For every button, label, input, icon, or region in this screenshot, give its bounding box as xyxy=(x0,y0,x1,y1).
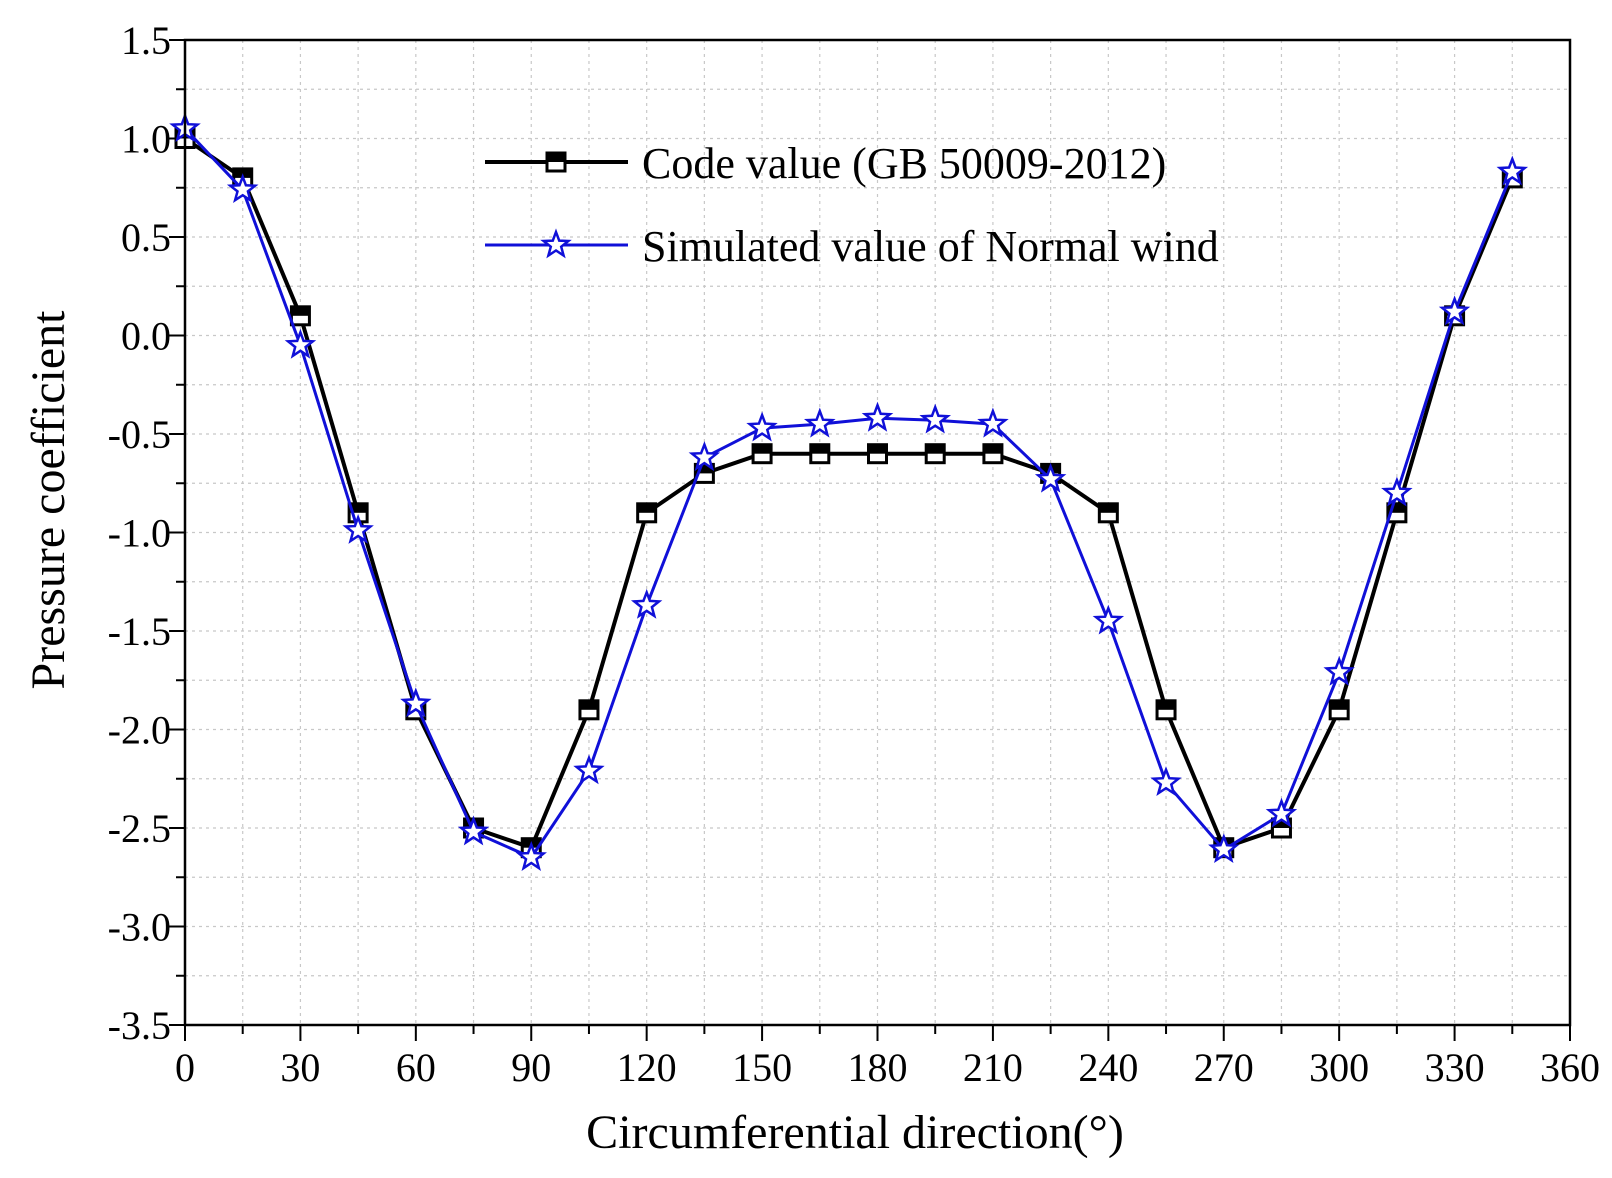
data-point-simulated xyxy=(1034,462,1067,493)
data-point-simulated xyxy=(1092,604,1125,635)
y-tick-label: -3.5 xyxy=(108,1003,171,1048)
series-line-simulated xyxy=(183,127,1514,859)
data-point-simulated xyxy=(226,173,259,204)
data-point-simulated xyxy=(515,840,547,871)
data-point-code-fill xyxy=(810,444,829,454)
x-tick-label: 90 xyxy=(511,1045,551,1090)
data-point-simulated xyxy=(342,513,374,544)
data-point-code-fill xyxy=(1387,503,1406,513)
x-tick-label: 360 xyxy=(1540,1045,1600,1090)
data-point-code-fill xyxy=(695,464,714,474)
data-point-code-fill xyxy=(926,444,945,454)
data-point-simulated xyxy=(1496,155,1529,186)
series-layer xyxy=(169,112,1529,871)
data-point-simulated xyxy=(688,441,721,472)
y-tick-label: 0.0 xyxy=(121,314,171,359)
y-tick-label: 1.0 xyxy=(121,117,171,162)
data-point-simulated xyxy=(630,588,663,619)
legend-label-simulated: Simulated value of Normal wind xyxy=(642,222,1219,271)
x-tick-label: 30 xyxy=(280,1045,320,1090)
data-point-code-fill xyxy=(753,444,772,454)
data-point-simulated xyxy=(919,403,952,434)
y-tick-label: -3.0 xyxy=(108,905,171,950)
data-point-simulated xyxy=(400,687,432,718)
data-point-simulated xyxy=(861,401,894,432)
data-point-simulated xyxy=(803,407,836,438)
y-tick-label: -1.5 xyxy=(108,609,171,654)
data-point-code-fill xyxy=(579,700,598,710)
x-axis-title: Circumferential direction(°) xyxy=(586,1106,1124,1159)
x-tick-label: 180 xyxy=(848,1045,908,1090)
legend: Code value (GB 50009-2012) Simulated val… xyxy=(485,139,1219,271)
tick-labels: 0 30 60 90 120 150 180 210 240 270 300 330 360 1.5 1.0… xyxy=(108,18,1600,1090)
data-point-simulated xyxy=(1208,833,1240,864)
data-point-simulated xyxy=(1438,295,1471,326)
data-point-simulated xyxy=(457,815,490,846)
legend-marker-star xyxy=(540,228,572,259)
data-point-code-fill xyxy=(1099,503,1118,513)
y-tick-label: -2.5 xyxy=(108,806,171,851)
data-point-simulated xyxy=(746,411,778,442)
x-tick-label: 330 xyxy=(1425,1045,1485,1090)
data-point-simulated xyxy=(1265,797,1298,828)
data-point-simulated xyxy=(1381,476,1413,507)
axis-ticks xyxy=(169,39,1571,1041)
data-point-simulated xyxy=(1323,655,1355,686)
x-tick-label: 240 xyxy=(1078,1045,1138,1090)
data-point-code-fill xyxy=(1157,700,1176,710)
x-tick-label: 270 xyxy=(1194,1045,1254,1090)
x-tick-label: 0 xyxy=(175,1045,195,1090)
legend-marker-square-fill xyxy=(547,153,565,162)
y-axis-title: Pressure coefficient xyxy=(22,310,75,690)
x-tick-label: 120 xyxy=(617,1045,677,1090)
data-point-code-fill xyxy=(349,503,368,513)
y-tick-label: 0.5 xyxy=(121,215,171,260)
x-tick-label: 210 xyxy=(963,1045,1023,1090)
y-tick-label: -2.0 xyxy=(108,708,171,753)
data-point-code-fill xyxy=(868,444,887,454)
x-tick-label: 300 xyxy=(1309,1045,1369,1090)
data-point-simulated xyxy=(977,407,1009,438)
data-point-code-fill xyxy=(291,306,310,316)
y-tick-label: -0.5 xyxy=(108,412,171,457)
y-tick-label: -1.0 xyxy=(108,511,171,556)
data-point-simulated xyxy=(284,328,317,359)
data-point-code-fill xyxy=(1272,819,1291,828)
legend-label-code: Code value (GB 50009-2012) xyxy=(642,139,1166,188)
plot-frame xyxy=(183,38,1572,1027)
x-tick-label: 150 xyxy=(732,1045,792,1090)
data-point-code-fill xyxy=(983,444,1002,454)
x-tick-label: 60 xyxy=(396,1045,436,1090)
data-point-simulated xyxy=(573,754,605,785)
grid-lines xyxy=(185,40,1570,1025)
y-tick-label: 1.5 xyxy=(121,18,171,63)
data-point-code-fill xyxy=(1330,700,1349,710)
data-point-code-fill xyxy=(637,503,656,513)
data-point-simulated xyxy=(1150,766,1182,797)
